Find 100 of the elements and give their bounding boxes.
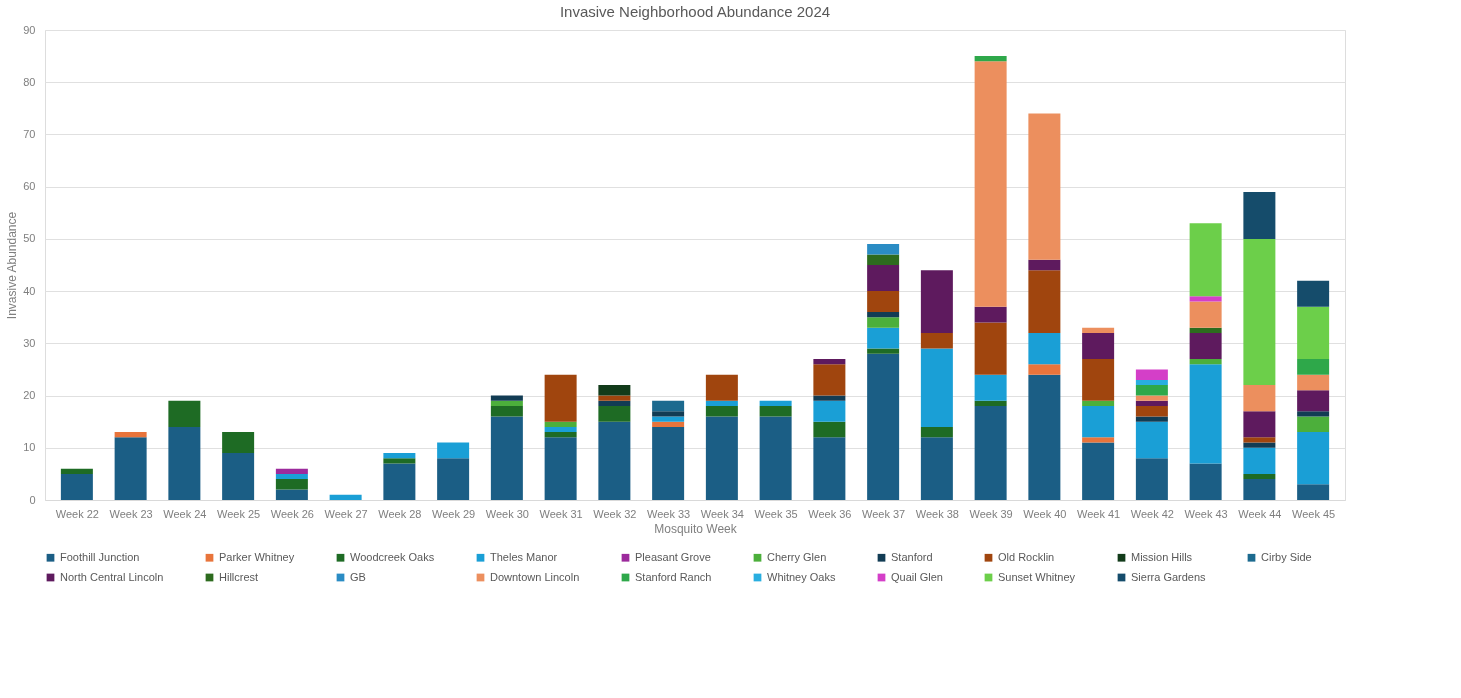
y-tick-label: 60 xyxy=(23,180,36,193)
bar xyxy=(1243,473,1276,480)
x-tick-label: Week 44 xyxy=(1238,507,1282,520)
legend-label: North Central Lincoln xyxy=(60,570,164,583)
legend-label: Sierra Gardens xyxy=(1131,570,1207,583)
bar xyxy=(598,395,631,401)
bar xyxy=(1243,437,1276,443)
y-tick-label: 40 xyxy=(23,284,36,297)
bar xyxy=(813,400,846,422)
bar xyxy=(1189,463,1222,500)
bar xyxy=(867,317,900,328)
x-tick-label: Week 42 xyxy=(1130,507,1174,520)
bar xyxy=(275,489,308,500)
bar xyxy=(1028,270,1061,333)
bar xyxy=(759,406,792,417)
x-tick-label: Week 24 xyxy=(163,507,207,520)
legend-label: Whitney Oaks xyxy=(767,570,836,583)
bar xyxy=(1243,479,1276,500)
bar xyxy=(920,348,953,427)
legend-label: GB xyxy=(350,570,366,583)
y-tick-label: 20 xyxy=(23,389,36,402)
bar xyxy=(813,359,846,365)
y-tick-label: 10 xyxy=(23,441,36,454)
bar xyxy=(920,437,953,500)
bar xyxy=(544,437,577,500)
x-tick-label: Week 40 xyxy=(1023,507,1067,520)
bar xyxy=(1082,327,1115,333)
bar xyxy=(867,265,900,292)
x-tick-label: Week 34 xyxy=(700,507,744,520)
bar xyxy=(1297,416,1330,433)
bar xyxy=(1189,359,1222,365)
legend-label: Downtown Lincoln xyxy=(490,570,580,583)
bar xyxy=(1189,223,1222,297)
bar xyxy=(1135,385,1168,396)
bar xyxy=(1135,369,1168,380)
bar xyxy=(974,374,1007,401)
legend-label: Cirby Side xyxy=(1261,550,1312,563)
x-tick-label: Week 30 xyxy=(485,507,529,520)
bar xyxy=(1082,359,1115,401)
bar xyxy=(222,453,255,500)
legend-label: Theles Manor xyxy=(490,550,558,563)
y-axis-title: Invasive Abundance xyxy=(5,211,20,320)
bar xyxy=(705,400,738,406)
bar xyxy=(490,416,523,500)
bar xyxy=(1028,113,1061,260)
bar xyxy=(1028,374,1061,500)
bar xyxy=(598,406,631,422)
x-tick-label: Week 25 xyxy=(217,507,261,520)
bar xyxy=(598,421,631,500)
bar xyxy=(598,385,631,396)
bar xyxy=(813,395,846,401)
bar xyxy=(168,426,201,500)
bar xyxy=(652,416,685,422)
x-tick-label: Week 38 xyxy=(915,507,959,520)
bar xyxy=(1297,374,1330,391)
y-tick-label: 30 xyxy=(23,336,36,349)
y-tick-label: 70 xyxy=(23,127,36,140)
bar xyxy=(490,395,523,401)
x-tick-label: Week 41 xyxy=(1077,507,1121,520)
bar xyxy=(222,432,255,453)
bar xyxy=(1082,442,1115,500)
bar xyxy=(1297,280,1330,307)
x-tick-label: Week 39 xyxy=(969,507,1013,520)
x-tick-label: Week 37 xyxy=(862,507,906,520)
bar xyxy=(974,306,1007,323)
x-tick-label: Week 29 xyxy=(432,507,476,520)
x-axis-title: Mosquito Week xyxy=(654,521,738,536)
bar xyxy=(1028,364,1061,375)
bar xyxy=(759,416,792,500)
legend-label: Parker Whitney xyxy=(219,550,295,563)
x-tick-label: Week 36 xyxy=(808,507,852,520)
bar xyxy=(1135,421,1168,459)
bar xyxy=(383,463,416,500)
bar xyxy=(1135,400,1168,406)
bar xyxy=(1028,259,1061,271)
bar xyxy=(1297,432,1330,485)
legend-label: Mission Hills xyxy=(1131,550,1193,563)
bar xyxy=(705,374,738,401)
x-tick-label: Week 32 xyxy=(593,507,637,520)
bar xyxy=(490,400,523,406)
bar xyxy=(759,400,792,406)
bar xyxy=(1135,395,1168,401)
bar xyxy=(1189,327,1222,333)
bar xyxy=(490,406,523,417)
bar xyxy=(275,473,308,480)
bar xyxy=(1297,411,1330,417)
x-tick-label: Week 27 xyxy=(324,507,368,520)
bar xyxy=(437,442,470,459)
bar xyxy=(1243,238,1276,386)
bar xyxy=(974,56,1007,62)
bar xyxy=(1189,301,1222,328)
bar xyxy=(1243,385,1276,412)
bar xyxy=(1082,437,1115,443)
bar xyxy=(867,312,900,318)
bar xyxy=(652,411,685,417)
x-tick-label: Week 26 xyxy=(270,507,314,520)
bar xyxy=(867,327,900,349)
legend-label: Old Rocklin xyxy=(998,550,1055,563)
bar xyxy=(1135,416,1168,422)
x-tick-label: Week 31 xyxy=(539,507,583,520)
